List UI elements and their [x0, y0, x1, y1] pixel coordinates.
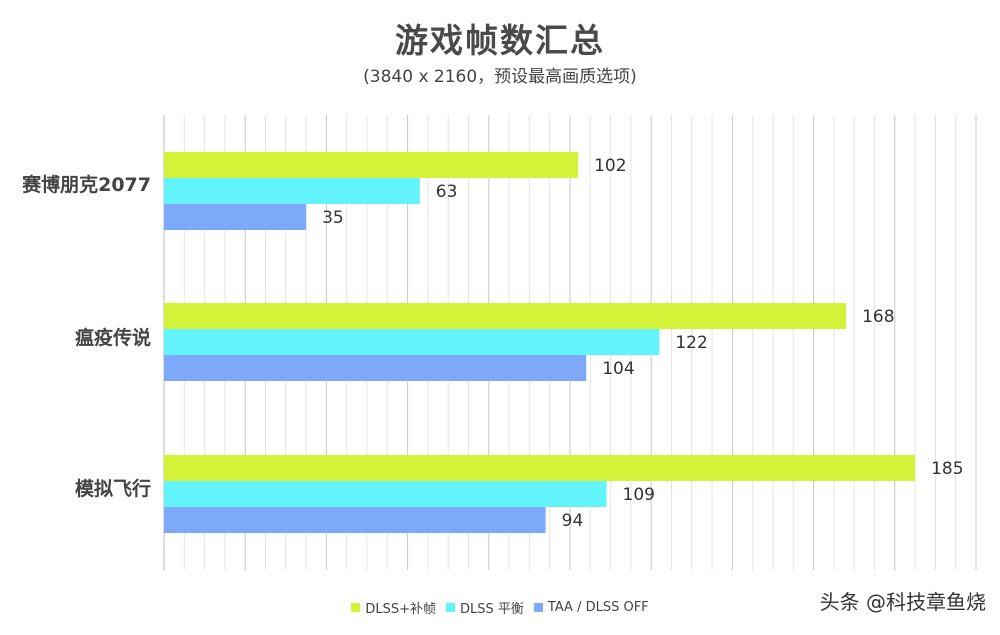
data-label: 168: [862, 307, 894, 327]
legend-swatch: [351, 603, 361, 612]
legend-swatch: [445, 603, 455, 612]
category-label: 模拟飞行: [75, 477, 151, 500]
bar: [164, 329, 660, 355]
data-label: 35: [322, 208, 344, 228]
legend-item: DLSS 平衡: [445, 598, 524, 617]
data-label: 104: [602, 359, 634, 379]
data-label: 94: [562, 511, 584, 531]
bar: [164, 152, 579, 178]
legend-label: DLSS+补帧: [365, 602, 436, 617]
data-label: 63: [436, 182, 458, 202]
chart-subtitle: (3840 x 2160，预设最高画质选项): [363, 67, 637, 87]
bar: [164, 455, 916, 481]
data-label: 122: [675, 333, 707, 353]
legend: DLSS+补帧 DLSS 平衡 TAA / DLSS OFF: [0, 598, 1000, 617]
category-label: 瘟疫传说: [75, 326, 151, 349]
legend-swatch: [533, 603, 543, 612]
legend-item: DLSS+补帧: [351, 598, 436, 617]
data-label: 185: [931, 459, 963, 479]
legend-label: DLSS 平衡: [459, 602, 524, 617]
data-label: 102: [594, 156, 626, 176]
data-label: 109: [623, 485, 655, 505]
legend-label: TAA / DLSS OFF: [547, 600, 649, 615]
legend-item: TAA / DLSS OFF: [533, 598, 649, 617]
category-label: 赛博朋克2077: [21, 173, 151, 196]
chart-title: 游戏帧数汇总: [395, 21, 605, 60]
bar: [164, 178, 420, 204]
bar: [164, 204, 307, 230]
bar: [164, 507, 546, 533]
watermark: 头条 @科技章鱼烧: [819, 590, 986, 614]
bar: [164, 303, 847, 329]
bar: [164, 481, 607, 507]
bar: [164, 355, 587, 381]
